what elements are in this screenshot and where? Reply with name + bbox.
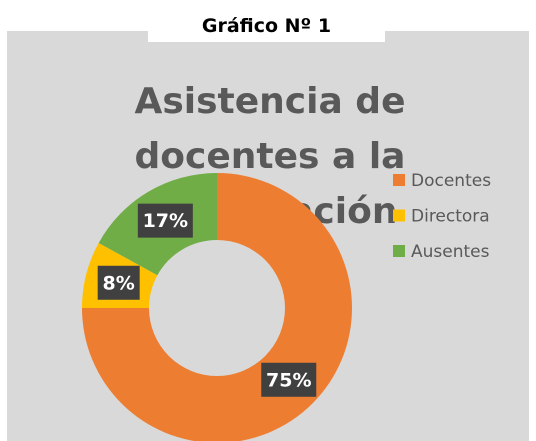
- data-label: 8%: [103, 272, 135, 294]
- legend-swatch: [393, 174, 405, 186]
- data-label-box: [261, 362, 317, 397]
- data-label: 75%: [266, 369, 311, 391]
- figure-caption: Gráfico Nº 1: [148, 0, 385, 42]
- legend-label: Directora: [411, 207, 490, 227]
- data-label: 17%: [143, 210, 188, 232]
- data-label-box: [137, 203, 193, 238]
- legend-swatch: [393, 245, 405, 257]
- legend-swatch: [393, 209, 405, 222]
- legend-label: Ausentes: [411, 242, 490, 262]
- data-label-box: [97, 265, 140, 300]
- legend-label: Docentes: [411, 171, 491, 191]
